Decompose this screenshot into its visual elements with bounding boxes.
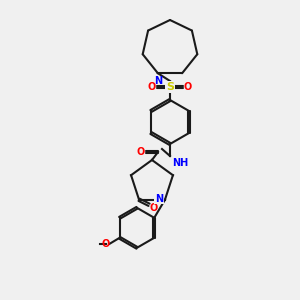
Text: O: O [148,82,156,92]
Text: S: S [166,82,174,92]
Text: O: O [184,82,192,92]
Text: O: O [101,239,110,249]
Text: N: N [155,194,163,204]
Text: NH: NH [172,158,188,168]
Text: N: N [154,76,162,86]
Text: O: O [137,147,145,157]
Text: O: O [150,203,158,213]
